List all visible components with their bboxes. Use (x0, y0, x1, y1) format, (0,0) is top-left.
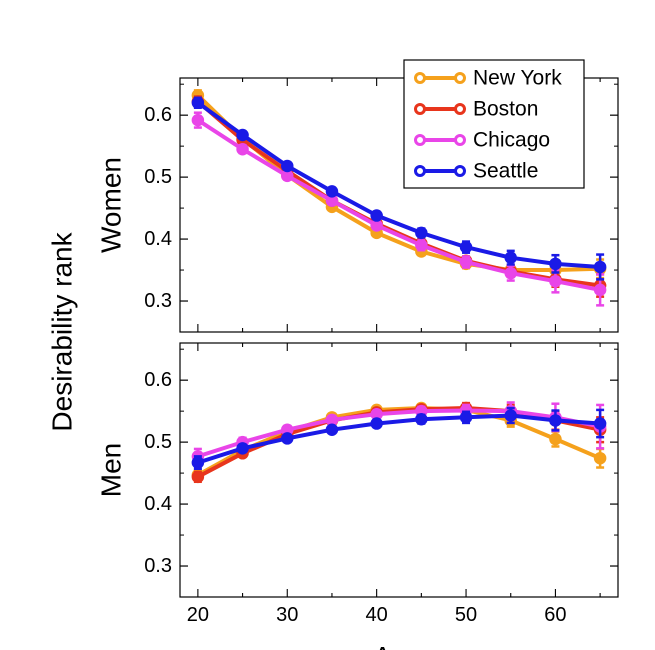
legend-entry-new-york: New York (414, 67, 562, 90)
panel-top: 0.3 0.4 0.5 0.6 Women (96, 77, 619, 333)
data-point (504, 409, 517, 422)
y-tick-label: 0.6 (144, 369, 172, 391)
panel-label-top: Women (96, 157, 127, 253)
data-point (236, 142, 249, 156)
legend: New York Boston Chicago Seattle (403, 59, 585, 189)
data-point (504, 251, 517, 264)
legend-label: New York (473, 67, 562, 90)
series-line (197, 408, 601, 459)
data-point (191, 470, 205, 484)
legend-swatch-marker (454, 134, 466, 146)
plot-frame (179, 342, 619, 598)
legend-swatch-marker (414, 72, 426, 84)
data-point (504, 266, 517, 280)
series-line (196, 101, 601, 269)
data-point (459, 255, 473, 269)
legend-box (403, 59, 585, 189)
data-point (459, 240, 473, 254)
x-tick-label: 20 (187, 604, 209, 626)
y-tick-label: 0.3 (144, 555, 172, 577)
legend-swatch-marker (454, 103, 466, 115)
data-point (370, 417, 383, 430)
y-axis-label: Desirability rank (47, 231, 78, 431)
data-point (593, 417, 607, 430)
data-point (325, 423, 339, 436)
x-axis-label: Age (373, 641, 423, 650)
x-tick-label: 40 (366, 604, 388, 626)
data-point (281, 432, 294, 445)
y-tick-label: 0.4 (144, 228, 172, 250)
y-tick-label: 0.3 (144, 290, 172, 312)
data-point (191, 96, 205, 110)
legend-swatch-marker (414, 134, 426, 146)
legend-label: Chicago (473, 129, 550, 152)
data-point (415, 412, 428, 426)
y-tick-label: 0.5 (144, 166, 172, 188)
x-tick-label: 30 (276, 604, 298, 626)
legend-entry-seattle: Seattle (414, 160, 538, 183)
data-point (459, 411, 473, 424)
data-point (415, 239, 428, 252)
data-point (593, 260, 607, 274)
legend-swatch-marker (414, 103, 426, 115)
plot-frame (179, 77, 619, 333)
series-line (196, 118, 601, 292)
legend-swatch-marker (454, 165, 466, 177)
legend-label: Boston (473, 98, 538, 121)
data-point (549, 414, 562, 427)
legend-swatch-marker (414, 165, 426, 177)
data-point (549, 274, 562, 288)
panel-bottom: 0.3 0.4 0.5 0.6 20 30 40 50 60 Men (96, 342, 619, 626)
data-point (549, 432, 562, 446)
data-point (593, 451, 607, 465)
legend-entry-boston: Boston (414, 98, 538, 121)
data-point (236, 128, 249, 142)
series-line (197, 413, 601, 465)
y-tick-label: 0.6 (144, 104, 172, 126)
data-point (191, 456, 205, 469)
data-point (191, 113, 205, 127)
data-point (549, 257, 562, 271)
legend-swatch-marker (454, 72, 466, 84)
series-seattle (191, 406, 607, 471)
data-point (236, 442, 249, 455)
x-tick-label: 60 (544, 604, 566, 626)
data-point (415, 226, 428, 240)
series-seattle (191, 96, 607, 281)
y-tick-label: 0.4 (144, 493, 172, 515)
data-point (593, 283, 607, 297)
legend-entry-chicago: Chicago (414, 129, 550, 152)
data-point (325, 185, 339, 198)
x-tick-label: 50 (455, 604, 477, 626)
y-tick-label: 0.5 (144, 431, 172, 453)
data-point (281, 159, 294, 173)
data-point (370, 209, 383, 222)
legend-label: Seattle (473, 160, 538, 183)
panel-label-bottom: Men (96, 443, 127, 497)
